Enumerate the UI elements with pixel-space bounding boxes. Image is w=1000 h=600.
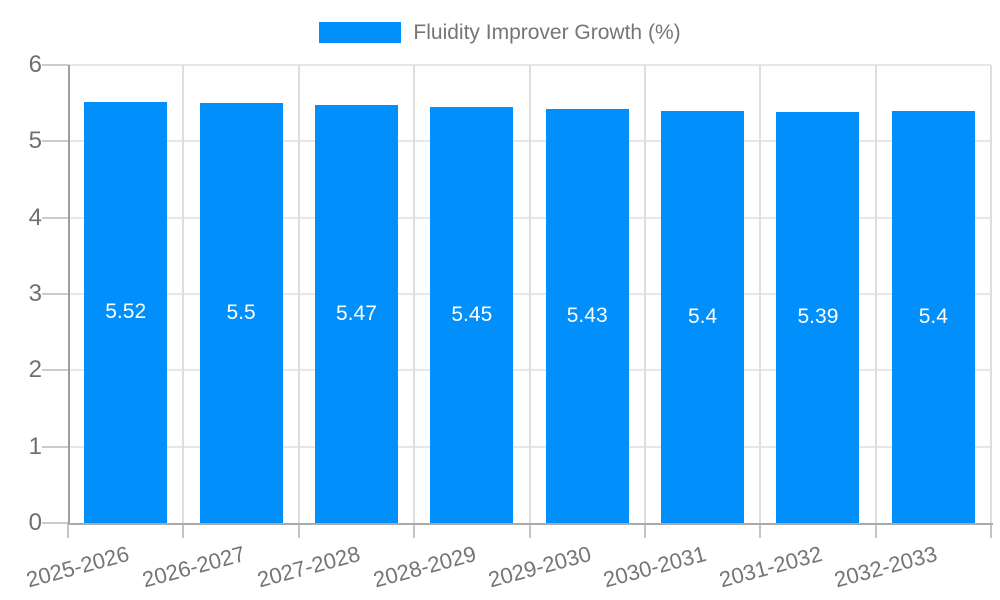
- bar-value-label: 5.52: [105, 300, 147, 324]
- x-axis-tick: [990, 523, 992, 538]
- v-gridline: [413, 65, 416, 523]
- y-tick-label: 1: [28, 432, 42, 460]
- chart-legend: Fluidity Improver Growth (%): [0, 20, 1000, 45]
- v-gridline: [297, 65, 300, 523]
- bar: 5.5: [199, 103, 283, 523]
- y-axis-tick: [42, 293, 68, 295]
- legend-label: Fluidity Improver Growth (%): [413, 21, 681, 44]
- x-axis-tick: [643, 523, 646, 538]
- v-gridline: [643, 65, 646, 523]
- bar-value-label: 5.39: [797, 305, 839, 329]
- bar-value-label: 5.45: [451, 302, 493, 326]
- v-gridline: [874, 65, 877, 523]
- x-axis-tick: [413, 523, 416, 538]
- y-axis-tick: [42, 216, 68, 219]
- v-gridline: [528, 65, 531, 523]
- bar-value-label: 5.43: [566, 303, 608, 327]
- v-gridline: [182, 65, 185, 523]
- bar: 5.4: [661, 110, 745, 523]
- bar-value-label: 5.4: [918, 304, 948, 328]
- x-category-label: 2031-2032: [716, 541, 825, 593]
- bar-value-label: 5.47: [336, 302, 377, 326]
- y-tick-label: 5: [28, 127, 42, 155]
- plot-area: 5.52 2025-2026 5.5 2026-2027 5.47 2027-2028 5.…: [24, 64, 993, 592]
- y-axis-line: [68, 65, 70, 523]
- y-axis-tick: [42, 522, 68, 524]
- y-tick-label: 4: [28, 203, 42, 231]
- v-gridline: [990, 65, 992, 523]
- x-category-label: 2027-2028: [254, 541, 363, 593]
- bar: 5.47: [314, 105, 398, 523]
- x-category-label: 2032-2033: [831, 541, 940, 593]
- y-axis-tick: [42, 64, 68, 66]
- bar: 5.39: [776, 111, 860, 523]
- bar-value-label: 5.4: [687, 304, 718, 328]
- y-tick-label: 6: [28, 51, 42, 78]
- x-axis-tick: [297, 523, 300, 538]
- legend-color-swatch: [319, 22, 402, 43]
- bar-value-label: 5.5: [226, 301, 256, 325]
- x-category-label: 2026-2027: [139, 541, 248, 593]
- v-gridline: [759, 65, 762, 523]
- y-axis-tick: [42, 445, 68, 448]
- bar: 5.43: [545, 108, 629, 523]
- x-category-label: 2029-2030: [485, 541, 594, 593]
- x-category-label: 2025-2026: [24, 541, 133, 593]
- bar: 5.4: [891, 110, 975, 523]
- y-tick-label: 0: [28, 509, 42, 536]
- x-axis-tick: [759, 523, 762, 538]
- x-axis-tick: [67, 523, 69, 538]
- y-tick-label: 3: [28, 280, 42, 307]
- x-category-label: 2028-2029: [370, 541, 479, 593]
- y-axis-labels: 0 1 2 3 4 5 6: [0, 51, 56, 536]
- bar: 5.52: [84, 101, 168, 523]
- x-axis-tick: [182, 523, 185, 538]
- x-axis-line: [68, 523, 993, 525]
- x-category-label: 2030-2031: [600, 541, 710, 593]
- y-axis-tick: [42, 140, 68, 143]
- y-tick-label: 2: [28, 356, 42, 384]
- y-axis-tick: [42, 369, 68, 372]
- bar: 5.45: [430, 106, 514, 523]
- x-axis-tick: [528, 523, 531, 538]
- x-axis-tick: [874, 523, 877, 538]
